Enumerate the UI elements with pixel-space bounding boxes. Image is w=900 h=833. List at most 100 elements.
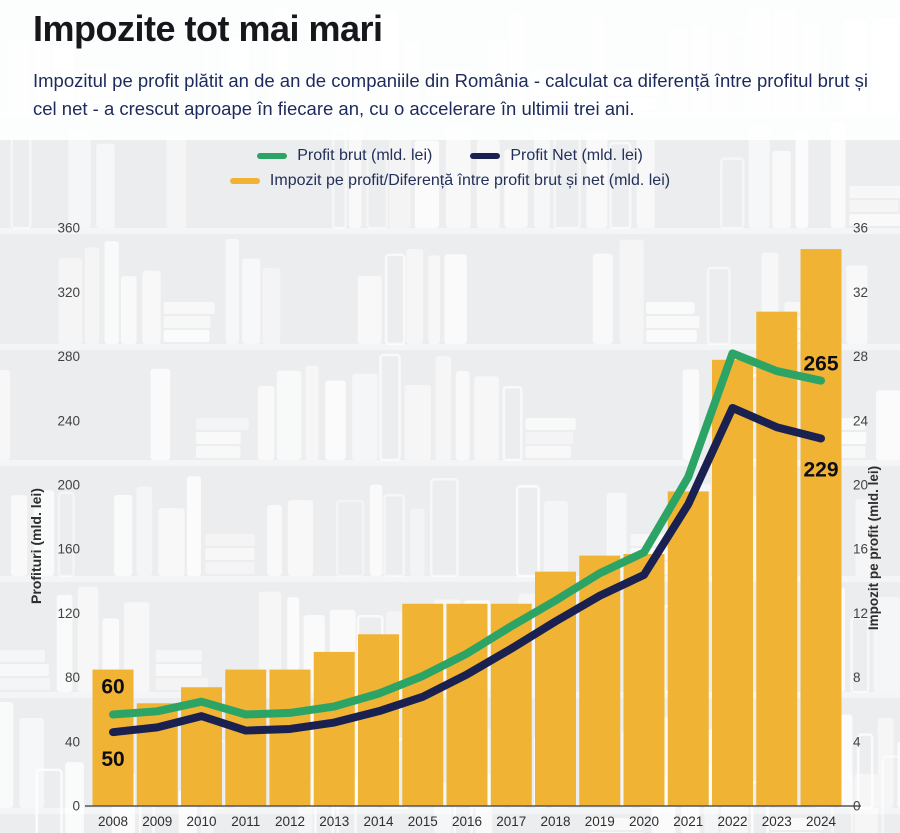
book-spine — [476, 140, 500, 228]
book-stack — [205, 562, 255, 574]
line-profit-net[interactable] — [109, 403, 825, 737]
year-label-2019: 2019 — [585, 814, 615, 829]
book-spine — [104, 241, 119, 344]
book-spine — [389, 139, 411, 228]
book-spine — [850, 616, 870, 694]
legend-swatch-profit-net — [470, 153, 501, 159]
bar-2024[interactable] — [800, 249, 842, 806]
book-spine — [854, 773, 878, 833]
book-spine — [287, 597, 300, 692]
book-spine — [897, 741, 900, 808]
year-label-2018: 2018 — [540, 814, 570, 829]
book-spine — [383, 493, 406, 578]
bar-2013[interactable] — [313, 651, 355, 806]
book-stack — [163, 302, 215, 314]
year-label-2017: 2017 — [496, 814, 526, 829]
bar-2023[interactable] — [756, 311, 798, 806]
bar-2016[interactable] — [446, 603, 488, 806]
book-spine — [366, 153, 389, 230]
line-profit-brut[interactable] — [109, 349, 825, 719]
book-spine — [502, 385, 523, 462]
annotation-265: 265 — [803, 353, 838, 376]
header-background-veil — [0, 0, 900, 140]
book-spine — [114, 494, 133, 576]
year-label-2022: 2022 — [717, 814, 747, 829]
book-spine — [504, 149, 528, 228]
bars-impozit — [92, 249, 842, 806]
right-tick-label: 12 — [853, 606, 868, 621]
book-stack — [195, 432, 241, 444]
year-label-2016: 2016 — [452, 814, 482, 829]
left-axis-ticks: 0 40 80 120 160 200 240 280 320 360 — [57, 221, 80, 814]
book-spine — [404, 385, 432, 460]
book-spine — [77, 586, 99, 692]
value-annotations: 60 50 265 229 — [101, 353, 839, 771]
left-axis-title: Profituri (mld. lei) — [28, 488, 44, 604]
shelf-board — [0, 460, 900, 466]
book-stack — [770, 818, 824, 830]
year-label-2020: 2020 — [629, 814, 659, 829]
legend-row: Impozit pe profit/Diferență între profit… — [229, 172, 670, 190]
right-tick-label: 24 — [853, 413, 869, 428]
book-spine — [609, 141, 632, 230]
book-spine — [706, 266, 731, 346]
shelf-board — [0, 808, 900, 814]
book-spine — [748, 125, 770, 228]
right-tick-label: 0 — [853, 799, 861, 814]
book-spine — [35, 768, 63, 833]
bar-2012[interactable] — [269, 669, 311, 806]
bar-2020[interactable] — [623, 554, 665, 806]
book-spine — [384, 253, 406, 346]
book-stack — [205, 548, 255, 560]
book-spine — [515, 485, 540, 578]
book-spine — [287, 500, 314, 576]
bar-2022[interactable] — [712, 359, 753, 806]
book-stack — [195, 446, 241, 458]
book-spine — [406, 248, 424, 344]
book-stack — [0, 650, 46, 662]
bar-2011[interactable] — [225, 669, 267, 806]
book-spine — [257, 386, 275, 460]
legend-item-impozit[interactable]: Impozit pe profit/Diferență între profit… — [229, 172, 670, 190]
legend-item-profit-brut[interactable]: Profit brut (mld. lei) — [257, 147, 432, 165]
shelf-board — [0, 228, 900, 234]
legend-row: Profit brut (mld. lei) Profit Net (mld. l… — [257, 147, 643, 165]
book-spine — [435, 356, 452, 460]
book-spine — [586, 131, 608, 228]
book-spine — [158, 508, 185, 576]
bar-2021[interactable] — [667, 491, 709, 806]
book-stack — [0, 678, 50, 690]
book-spine — [369, 484, 383, 576]
book-spine — [121, 276, 137, 344]
year-label-2015: 2015 — [408, 814, 438, 829]
left-tick-label: 160 — [57, 542, 80, 557]
year-label-2021: 2021 — [673, 814, 703, 829]
bar-2008[interactable] — [92, 669, 134, 806]
bar-2009[interactable] — [136, 703, 178, 806]
book-stack — [0, 664, 49, 676]
book-stack — [155, 678, 209, 690]
right-tick-label: 8 — [853, 670, 861, 685]
year-label-2024: 2024 — [806, 814, 837, 829]
book-spine — [58, 258, 83, 344]
year-label-2009: 2009 — [142, 814, 172, 829]
bar-2014[interactable] — [358, 634, 399, 806]
book-stack — [163, 316, 211, 328]
book-spine — [357, 275, 382, 344]
left-tick-label: 40 — [65, 734, 80, 749]
year-label-2008: 2008 — [98, 814, 128, 829]
book-spine — [56, 594, 73, 692]
book-stack — [155, 650, 203, 662]
book-spine — [592, 253, 613, 344]
year-label-2023: 2023 — [762, 814, 792, 829]
book-spine — [474, 376, 499, 460]
book-spine — [873, 597, 900, 692]
x-axis-year-labels: 2008 2009 2010 2011 2012 2013 2014 2015 2016 2017… — [98, 814, 837, 829]
book-spine — [855, 499, 872, 576]
left-tick-label: 120 — [57, 606, 80, 621]
book-spine — [682, 369, 700, 460]
book-spine — [258, 591, 282, 692]
page-title: Impozite tot mai mari — [33, 8, 383, 49]
legend-item-profit-net[interactable]: Profit Net (mld. lei) — [470, 147, 643, 165]
book-stack — [646, 302, 695, 314]
